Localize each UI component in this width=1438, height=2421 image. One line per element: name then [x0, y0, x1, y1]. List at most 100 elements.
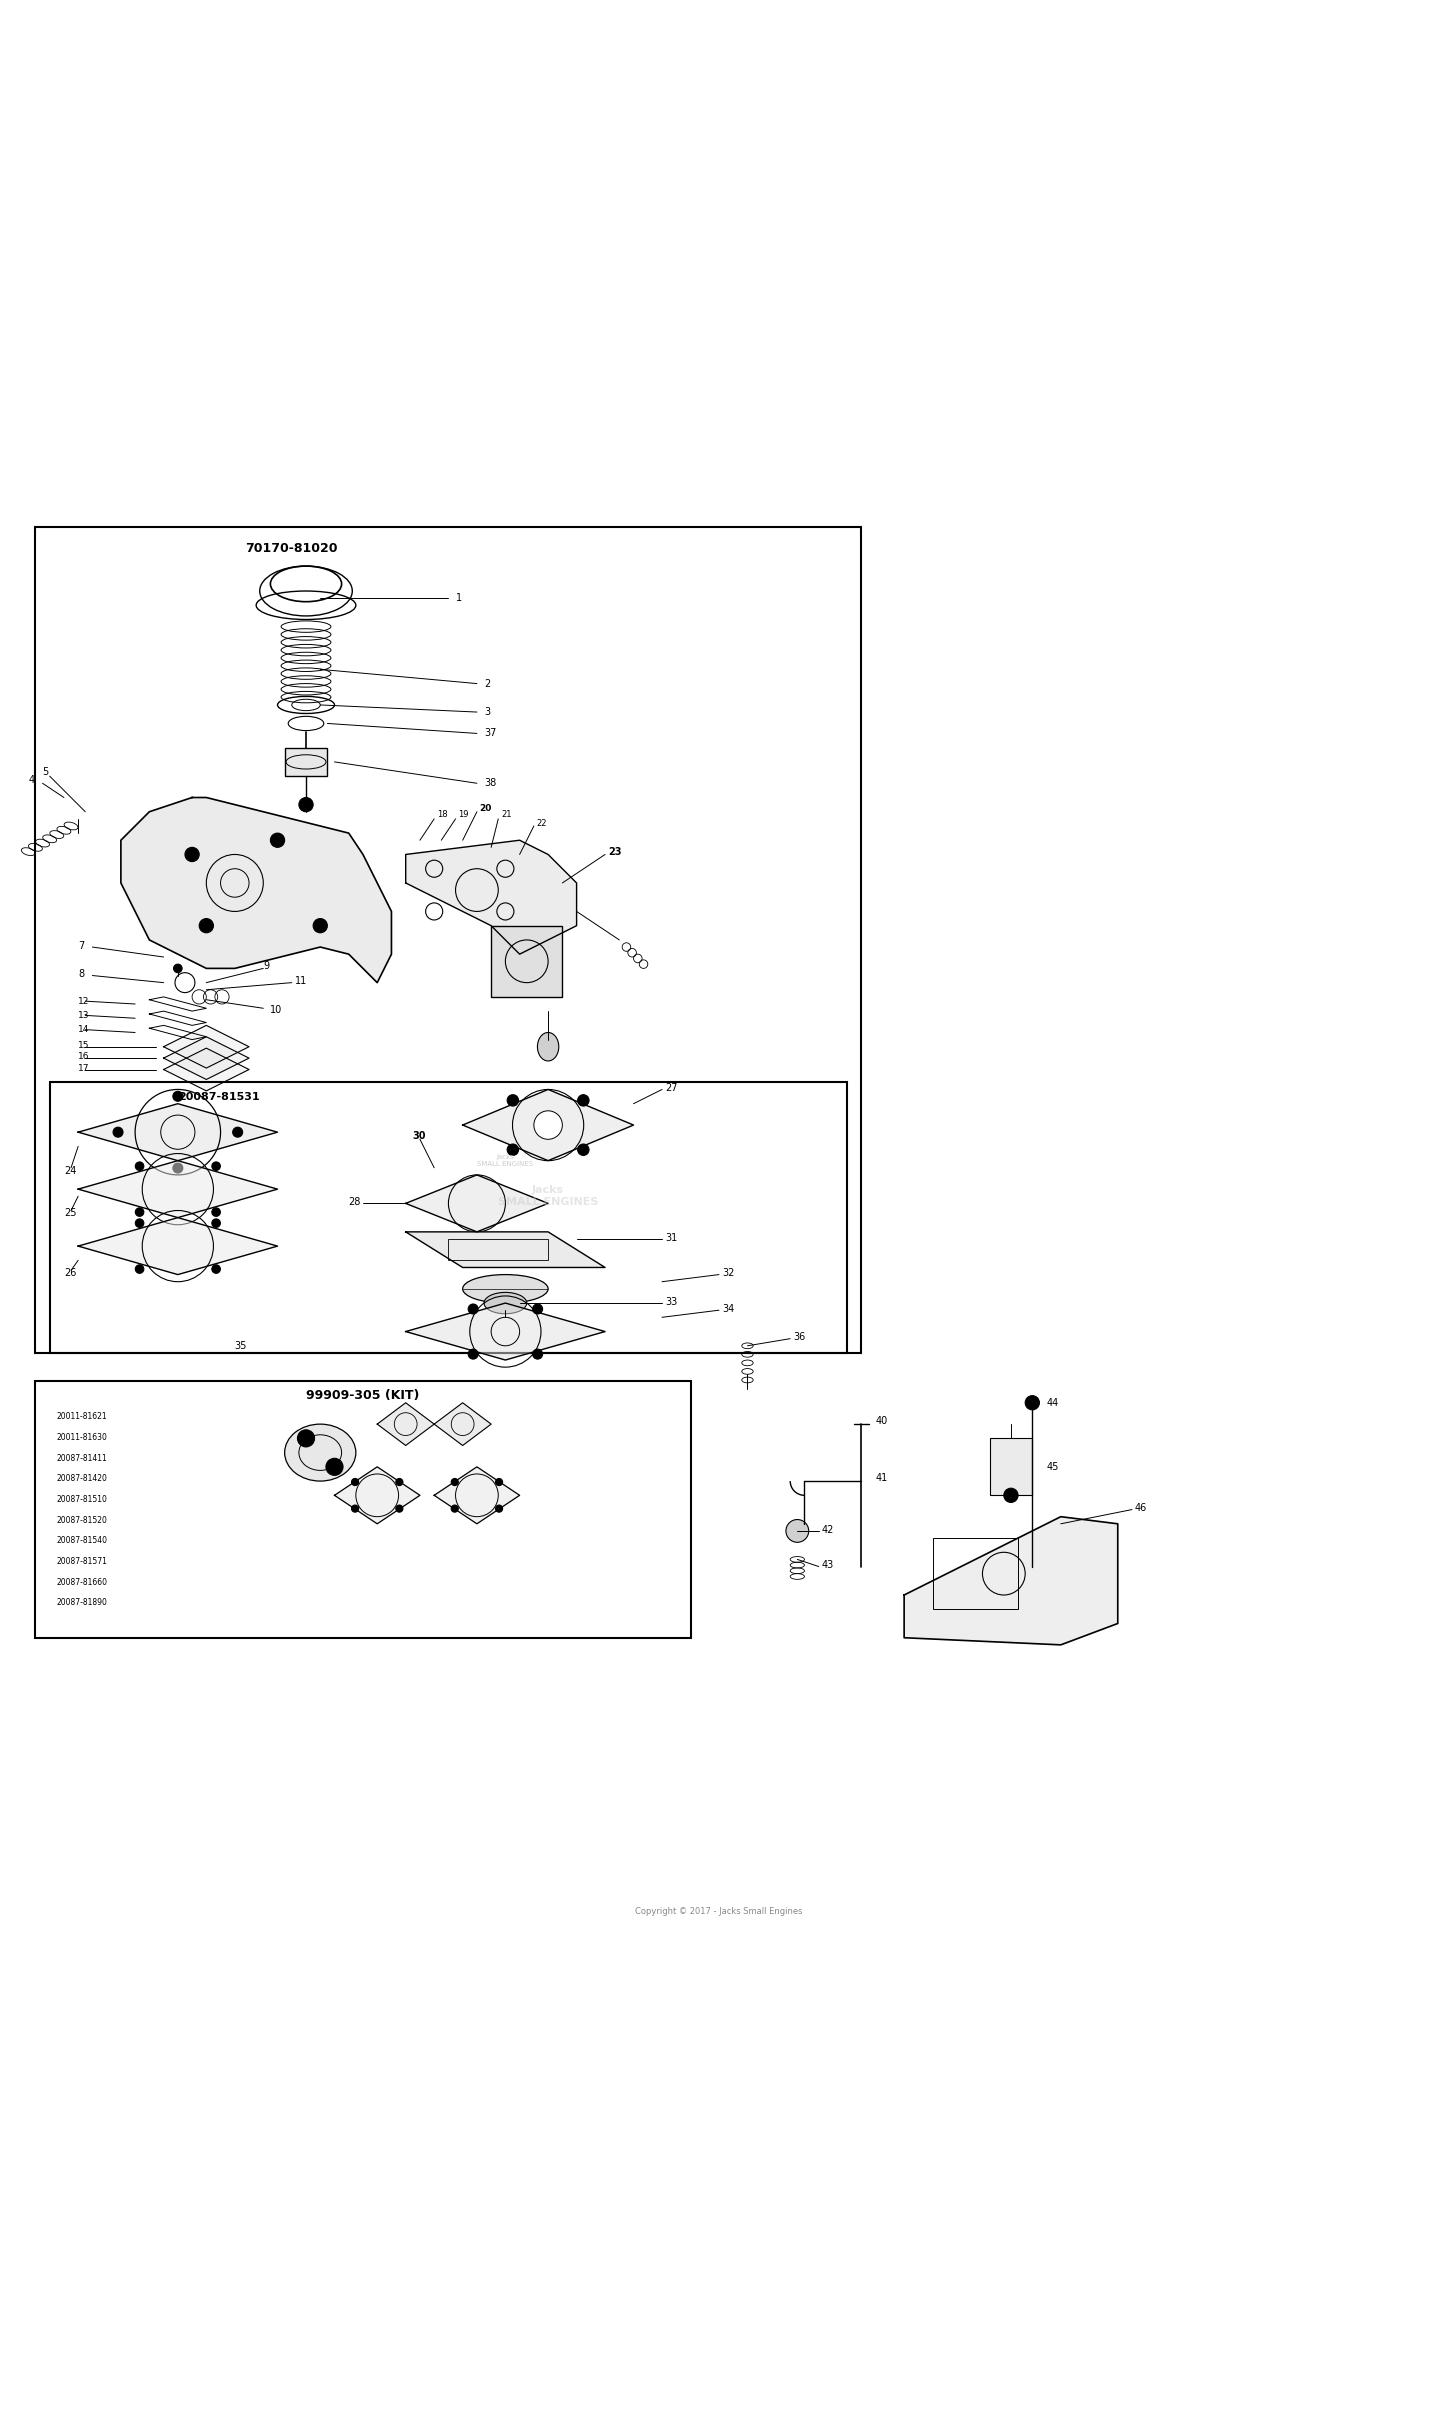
- Polygon shape: [406, 1174, 548, 1232]
- Text: 19: 19: [459, 811, 469, 818]
- Text: 21: 21: [500, 811, 512, 818]
- Text: 44: 44: [1047, 1397, 1058, 1407]
- Text: 43: 43: [821, 1559, 834, 1571]
- Polygon shape: [434, 1402, 492, 1445]
- Text: 42: 42: [821, 1525, 834, 1535]
- Text: 7: 7: [78, 942, 85, 951]
- Text: 70170-81020: 70170-81020: [246, 542, 338, 554]
- Ellipse shape: [538, 1031, 559, 1060]
- Circle shape: [135, 1264, 144, 1273]
- Ellipse shape: [463, 1273, 548, 1302]
- Text: Jacks
SMALL ENGINES: Jacks SMALL ENGINES: [498, 1186, 598, 1208]
- Text: 2: 2: [485, 678, 490, 688]
- Polygon shape: [164, 1036, 249, 1080]
- Text: 28: 28: [349, 1196, 361, 1208]
- Text: 8: 8: [78, 968, 85, 978]
- Bar: [50, 1082, 847, 1353]
- Circle shape: [114, 1128, 124, 1138]
- Circle shape: [233, 1128, 243, 1138]
- Ellipse shape: [270, 567, 342, 603]
- Text: 41: 41: [876, 1474, 887, 1484]
- Text: Copyright © 2017 - Jacks Small Engines: Copyright © 2017 - Jacks Small Engines: [636, 1908, 802, 1915]
- Text: 27: 27: [664, 1082, 677, 1092]
- Text: 20087-81660: 20087-81660: [56, 1578, 108, 1586]
- Text: 14: 14: [78, 1024, 89, 1034]
- Circle shape: [508, 1094, 519, 1106]
- Text: 18: 18: [437, 811, 447, 818]
- Circle shape: [469, 1305, 479, 1315]
- Text: 22: 22: [536, 818, 548, 828]
- Polygon shape: [164, 1048, 249, 1092]
- Text: 20087-81540: 20087-81540: [56, 1537, 108, 1545]
- Text: 36: 36: [792, 1332, 805, 1341]
- Circle shape: [135, 1218, 144, 1227]
- Circle shape: [173, 1162, 183, 1174]
- Bar: [449, 1240, 548, 1261]
- Text: 3: 3: [485, 707, 490, 717]
- Text: 12: 12: [78, 997, 89, 1005]
- Circle shape: [135, 1208, 144, 1215]
- Polygon shape: [78, 1160, 278, 1218]
- Text: 20087-81571: 20087-81571: [56, 1557, 108, 1566]
- Text: 37: 37: [485, 729, 496, 738]
- Circle shape: [469, 1348, 479, 1358]
- Circle shape: [174, 964, 183, 973]
- Ellipse shape: [285, 1424, 355, 1482]
- Circle shape: [578, 1094, 590, 1106]
- Circle shape: [1025, 1394, 1040, 1409]
- Circle shape: [299, 797, 313, 811]
- Circle shape: [452, 1479, 459, 1486]
- Text: 20011-81621: 20011-81621: [56, 1411, 108, 1421]
- Text: 31: 31: [664, 1232, 677, 1242]
- Circle shape: [351, 1506, 358, 1513]
- Circle shape: [532, 1348, 542, 1358]
- Circle shape: [326, 1457, 344, 1474]
- Polygon shape: [121, 797, 391, 983]
- Bar: [492, 925, 562, 997]
- Text: 20087-81520: 20087-81520: [56, 1516, 108, 1525]
- Polygon shape: [463, 1089, 634, 1160]
- Circle shape: [578, 1145, 590, 1155]
- Polygon shape: [78, 1218, 278, 1273]
- Ellipse shape: [485, 1293, 526, 1315]
- Polygon shape: [78, 1104, 278, 1160]
- Polygon shape: [406, 1302, 605, 1361]
- Circle shape: [1004, 1489, 1018, 1503]
- Text: 35: 35: [234, 1341, 247, 1351]
- Circle shape: [211, 1218, 220, 1227]
- Bar: [285, 748, 328, 777]
- Circle shape: [211, 1162, 220, 1169]
- Bar: [36, 1382, 690, 1637]
- Text: 45: 45: [1047, 1462, 1058, 1472]
- Text: 20087-81411: 20087-81411: [56, 1453, 108, 1462]
- Text: 20087-81531: 20087-81531: [178, 1092, 259, 1102]
- Polygon shape: [164, 1027, 249, 1068]
- Circle shape: [186, 847, 200, 862]
- Bar: [989, 1438, 1032, 1496]
- Text: 99909-305 (KIT): 99909-305 (KIT): [306, 1390, 420, 1402]
- Circle shape: [787, 1520, 808, 1542]
- Circle shape: [508, 1145, 519, 1155]
- Text: 17: 17: [78, 1063, 89, 1073]
- Text: 20011-81630: 20011-81630: [56, 1433, 108, 1443]
- Text: 5: 5: [43, 767, 49, 777]
- Polygon shape: [377, 1402, 434, 1445]
- Text: 20: 20: [480, 804, 492, 813]
- Circle shape: [135, 1162, 144, 1169]
- Polygon shape: [905, 1516, 1117, 1644]
- Polygon shape: [406, 840, 577, 954]
- Text: 33: 33: [664, 1298, 677, 1307]
- Circle shape: [211, 1208, 220, 1215]
- Circle shape: [270, 833, 285, 847]
- Polygon shape: [335, 1467, 420, 1523]
- Text: 25: 25: [63, 1208, 76, 1218]
- Text: 20087-81890: 20087-81890: [56, 1598, 108, 1608]
- Text: 20087-81420: 20087-81420: [56, 1474, 108, 1484]
- Text: 30: 30: [413, 1131, 426, 1140]
- Circle shape: [298, 1431, 315, 1448]
- Circle shape: [496, 1479, 503, 1486]
- Circle shape: [532, 1305, 542, 1315]
- Text: 26: 26: [63, 1269, 76, 1278]
- Text: 20087-81510: 20087-81510: [56, 1496, 108, 1503]
- Circle shape: [351, 1479, 358, 1486]
